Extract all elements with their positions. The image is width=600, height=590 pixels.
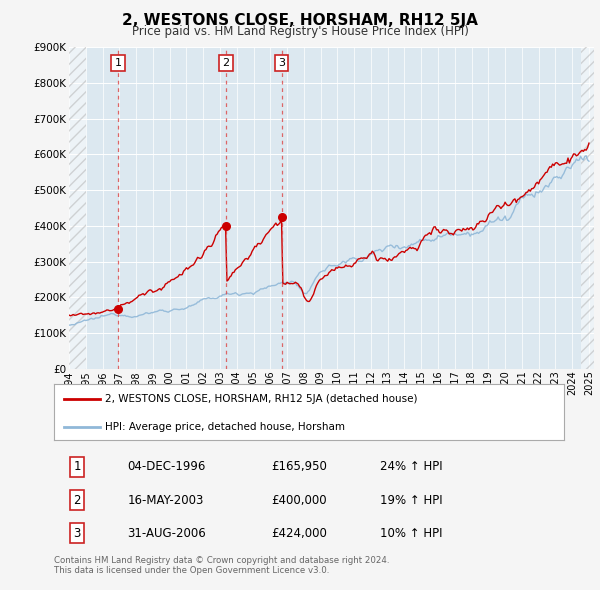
- Text: £400,000: £400,000: [271, 493, 326, 507]
- Text: Price paid vs. HM Land Registry's House Price Index (HPI): Price paid vs. HM Land Registry's House …: [131, 25, 469, 38]
- Text: 2, WESTONS CLOSE, HORSHAM, RH12 5JA (detached house): 2, WESTONS CLOSE, HORSHAM, RH12 5JA (det…: [105, 394, 418, 404]
- Text: 1: 1: [73, 460, 80, 474]
- Text: Contains HM Land Registry data © Crown copyright and database right 2024.
This d: Contains HM Land Registry data © Crown c…: [54, 556, 389, 575]
- Text: 24% ↑ HPI: 24% ↑ HPI: [380, 460, 442, 474]
- Text: 10% ↑ HPI: 10% ↑ HPI: [380, 526, 442, 540]
- Text: £424,000: £424,000: [271, 526, 327, 540]
- Text: 2, WESTONS CLOSE, HORSHAM, RH12 5JA: 2, WESTONS CLOSE, HORSHAM, RH12 5JA: [122, 13, 478, 28]
- Text: 3: 3: [278, 58, 285, 68]
- Text: 3: 3: [73, 526, 80, 540]
- Text: 2: 2: [223, 58, 230, 68]
- Text: 2: 2: [73, 493, 80, 507]
- Text: 16-MAY-2003: 16-MAY-2003: [128, 493, 205, 507]
- Text: 19% ↑ HPI: 19% ↑ HPI: [380, 493, 442, 507]
- Text: 31-AUG-2006: 31-AUG-2006: [127, 526, 206, 540]
- Text: HPI: Average price, detached house, Horsham: HPI: Average price, detached house, Hors…: [105, 422, 345, 432]
- Text: 04-DEC-1996: 04-DEC-1996: [127, 460, 205, 474]
- Text: £165,950: £165,950: [271, 460, 327, 474]
- Text: 1: 1: [115, 58, 121, 68]
